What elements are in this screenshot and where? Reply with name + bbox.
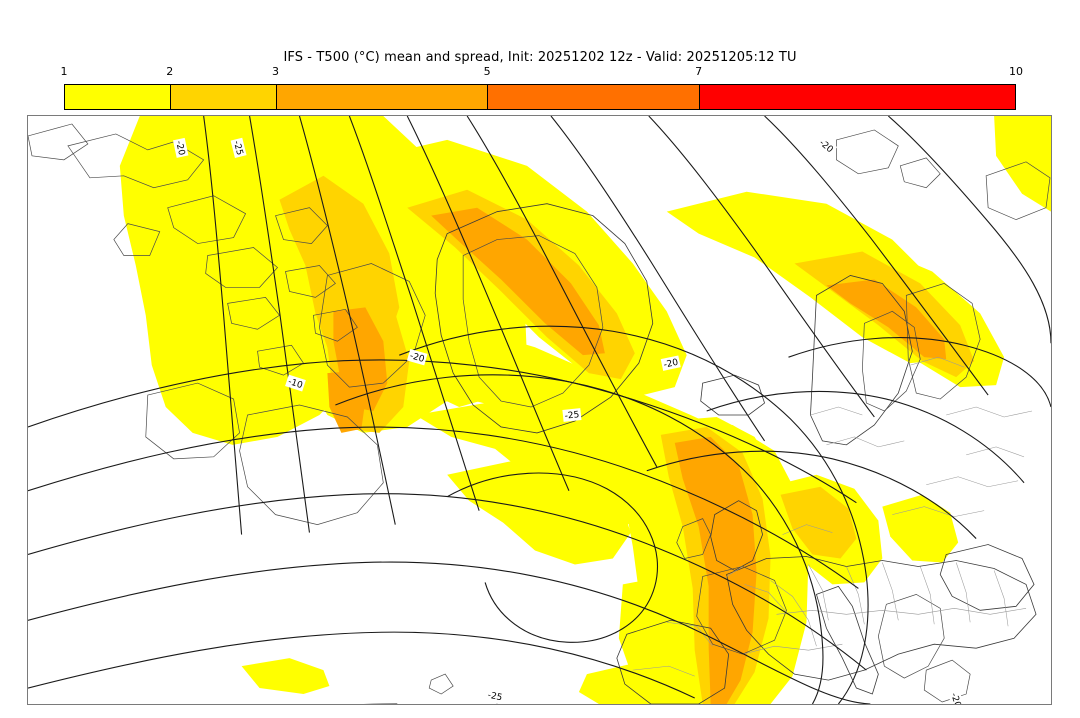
contour-label: -20 (660, 355, 681, 371)
contour-line (298, 116, 396, 525)
colorbar-segment-3-5 (277, 85, 489, 109)
colorbar-tick-10: 10 (1009, 65, 1023, 78)
contour-line (28, 359, 857, 504)
svg-text:-20: -20 (663, 358, 680, 371)
contour-label: -20 (815, 135, 838, 157)
spread-shading-layer (119, 116, 1051, 704)
contour-line (335, 374, 824, 704)
contour-label-layer: -20 -25 -25 -20 (172, 135, 965, 704)
contour-line (203, 116, 243, 535)
contour-line (764, 116, 989, 396)
svg-text:-25: -25 (231, 140, 244, 157)
contour-line (646, 450, 977, 539)
colorbar-tick-labels: 1 2 3 5 7 10 (60, 65, 1024, 81)
contour-line (788, 337, 1051, 408)
spread-area-gold-med (780, 486, 857, 559)
svg-text:-20: -20 (409, 351, 426, 365)
colorbar-tick-1: 1 (60, 65, 68, 78)
contour-label: -20 (406, 348, 428, 366)
contour-label: -20 (172, 137, 189, 158)
page-title: IFS - T500 (°C) mean and spread, Init: 2… (283, 50, 797, 65)
contour-line (648, 116, 875, 418)
spread-area-orange-greenland (431, 207, 605, 356)
country-borders-layer (632, 356, 1033, 677)
contour-line (28, 493, 867, 671)
spread-area-yellow-azores (241, 658, 330, 695)
spread-area-yellow-spain-sw (578, 662, 695, 704)
svg-text:-25: -25 (487, 691, 503, 704)
colorbar-segment-5-7 (488, 85, 700, 109)
colorbar-segment-7-10 (699, 85, 1015, 109)
colorbar-segments (64, 84, 1016, 110)
contour-line (446, 472, 659, 643)
svg-text:-20: -20 (948, 692, 962, 704)
spread-area-orange-france (674, 436, 757, 704)
colorbar-segment-2-3 (171, 85, 278, 109)
spread-area-yellow-balkan (882, 494, 959, 563)
colorbar-tick-2: 2 (166, 65, 174, 78)
map-canvas: -20 -25 -25 -20 (28, 116, 1051, 704)
contour-line (28, 426, 859, 589)
colorbar-segment-1-2 (65, 85, 172, 109)
contour-label: -20 (947, 689, 965, 704)
colorbar-tick-3: 3 (272, 65, 280, 78)
contour-line (249, 116, 310, 533)
contour-label: -25 (562, 408, 582, 422)
contour-line (706, 390, 1025, 484)
contour-line (348, 116, 480, 511)
contour-layer (28, 116, 1051, 704)
colorbar: 1 2 3 5 7 10 (61, 65, 1023, 110)
contour-label: -25 (230, 137, 247, 159)
contour-line (28, 561, 871, 704)
svg-text:-20: -20 (173, 140, 186, 157)
colorbar-tick-5: 5 (483, 65, 491, 78)
svg-text:-25: -25 (564, 410, 580, 421)
contour-line (550, 116, 766, 442)
map-panel: -20 -25 -25 -20 (27, 115, 1052, 705)
contour-line (466, 116, 658, 468)
contour-line (28, 631, 695, 699)
spread-area-yellow-trough2 (447, 460, 631, 565)
contour-line (406, 116, 570, 491)
coastline-layer (28, 123, 1051, 704)
contour-line (887, 116, 1051, 344)
contour-line (399, 325, 869, 704)
spread-area-yellow-far-east (994, 116, 1051, 212)
colorbar-tick-7: 7 (695, 65, 703, 78)
contour-label: -25 (485, 688, 506, 704)
svg-text:-10: -10 (287, 377, 304, 391)
contour-label: -10 (285, 374, 306, 392)
